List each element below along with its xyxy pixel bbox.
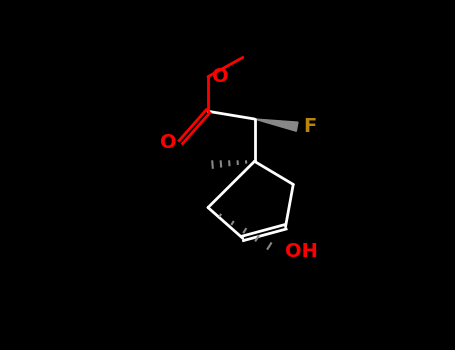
Text: O: O (212, 67, 228, 86)
Polygon shape (254, 119, 298, 131)
Text: O: O (160, 133, 177, 152)
Text: OH: OH (285, 242, 318, 261)
Text: F: F (303, 117, 317, 136)
